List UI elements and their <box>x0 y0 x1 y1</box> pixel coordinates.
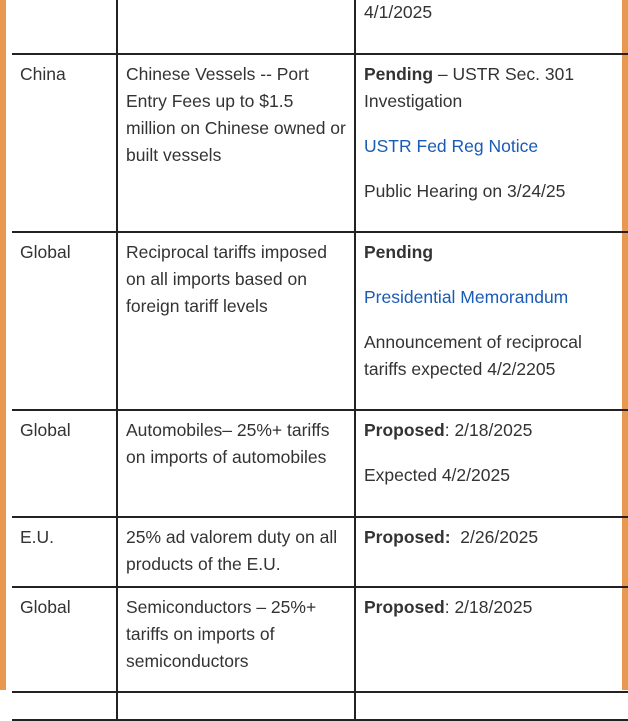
status-label: Proposed <box>364 420 445 440</box>
action-text: Chinese Vessels -- Port Entry Fees up to… <box>126 64 346 165</box>
action-text: Reciprocal tariffs imposed on all import… <box>126 242 328 316</box>
status-cell: Pending Presidential Memorandum Announce… <box>354 231 628 411</box>
status-date: : 2/18/2025 <box>444 597 533 617</box>
status-cell <box>354 691 628 721</box>
status-cell: 4/1/2025 <box>354 0 628 55</box>
region-cell: China <box>12 53 118 233</box>
status-note: Announcement of reciprocal tariffs expec… <box>364 332 582 379</box>
action-cell: 25% ad valorem duty on all products of t… <box>116 516 356 588</box>
region-cell: Global <box>12 231 118 411</box>
status-label: Pending <box>364 64 434 84</box>
table-row: Global Semiconductors – 25%+ tariffs on … <box>12 586 628 693</box>
region-text: China <box>20 64 66 84</box>
status-date: 4/1/2025 <box>364 2 433 22</box>
status-date: : 2/18/2025 <box>444 420 533 440</box>
ustr-fed-reg-notice-link[interactable]: USTR Fed Reg Notice <box>364 136 539 156</box>
action-cell <box>116 0 356 55</box>
table-row: 4/1/2025 <box>12 0 628 55</box>
table-row: Global Automobiles– 25%+ tariffs on impo… <box>12 409 628 518</box>
action-cell: Semiconductors – 25%+ tariffs on imports… <box>116 586 356 693</box>
region-cell: E.U. <box>12 516 118 588</box>
status-cell: Proposed: 2/26/2025 <box>354 516 628 588</box>
region-text: Global <box>20 242 71 262</box>
status-label: Proposed <box>364 597 445 617</box>
status-label: Pending <box>364 242 434 262</box>
status-detail: – USTR Sec. 301 Investigation <box>364 64 575 111</box>
action-text: Semiconductors – 25%+ tariffs on imports… <box>126 597 317 671</box>
region-text: E.U. <box>20 527 55 547</box>
action-cell: Chinese Vessels -- Port Entry Fees up to… <box>116 53 356 233</box>
region-cell: Global <box>12 409 118 518</box>
action-cell <box>116 691 356 721</box>
table-row: Global Reciprocal tariffs imposed on all… <box>12 231 628 411</box>
action-text: 25% ad valorem duty on all products of t… <box>126 527 338 574</box>
action-cell: Automobiles– 25%+ tariffs on imports of … <box>116 409 356 518</box>
region-cell <box>12 0 118 55</box>
status-cell: Proposed: 2/18/2025 Expected 4/2/2025 <box>354 409 628 518</box>
status-note: Public Hearing on 3/24/25 <box>364 181 566 201</box>
action-cell: Reciprocal tariffs imposed on all import… <box>116 231 356 411</box>
status-date: 2/26/2025 <box>450 527 539 547</box>
region-text: Global <box>20 420 71 440</box>
table-row <box>12 691 628 721</box>
region-cell: Global <box>12 586 118 693</box>
table-row: China Chinese Vessels -- Port Entry Fees… <box>12 53 628 233</box>
region-text: Global <box>20 597 71 617</box>
presidential-memorandum-link[interactable]: Presidential Memorandum <box>364 287 569 307</box>
status-cell: Proposed: 2/18/2025 <box>354 586 628 693</box>
table-row: E.U. 25% ad valorem duty on all products… <box>12 516 628 588</box>
tariff-table: 4/1/2025 China Chinese Vessels -- Port E… <box>12 0 628 721</box>
action-text: Automobiles– 25%+ tariffs on imports of … <box>126 420 330 467</box>
status-cell: Pending – USTR Sec. 301 Investigation US… <box>354 53 628 233</box>
status-note: Expected 4/2/2025 <box>364 465 510 485</box>
status-label: Proposed: <box>364 527 451 547</box>
region-cell <box>12 691 118 721</box>
